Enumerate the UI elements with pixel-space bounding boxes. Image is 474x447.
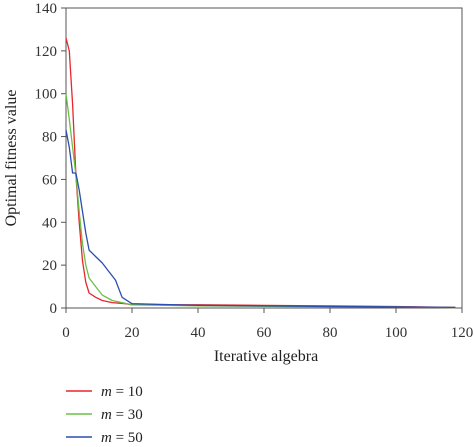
y-tick-label: 40	[42, 215, 57, 231]
x-tick-label: 40	[191, 325, 206, 341]
y-tick-label: 20	[42, 258, 57, 274]
y-tick-label: 0	[50, 301, 58, 317]
x-tick-label: 20	[125, 325, 140, 341]
x-tick-label: 60	[257, 325, 272, 341]
y-tick-label: 140	[35, 1, 58, 17]
y-axis-label: Optimal fitness value	[3, 90, 20, 227]
y-tick-label: 80	[42, 130, 57, 146]
series-line-1	[65, 37, 456, 309]
legend-label-2: m = 30	[101, 407, 143, 423]
legend-label-3: m = 50	[101, 430, 143, 446]
x-tick-label: 120	[451, 325, 474, 341]
plot-frame	[65, 7, 463, 309]
y-tick-label: 100	[35, 87, 58, 103]
legend-label-1: m = 10	[101, 384, 143, 400]
chart-axes	[65, 7, 463, 309]
chart-legend: m = 10 m = 30 m = 50	[66, 384, 143, 446]
y-tick-label: 60	[42, 172, 57, 188]
chart-series-lines	[65, 37, 456, 309]
x-axis-label: Iterative algebra	[214, 348, 318, 365]
x-tick-label: 80	[323, 325, 338, 341]
series-line-2	[65, 93, 456, 309]
chart-ticks: 0 20 40 60 80 100 120 0 20 40 60 80 100 120 140	[35, 1, 474, 341]
series-line-3	[65, 129, 456, 309]
x-tick-label: 0	[62, 325, 70, 341]
y-tick-label: 120	[35, 44, 58, 60]
x-tick-label: 100	[385, 325, 408, 341]
